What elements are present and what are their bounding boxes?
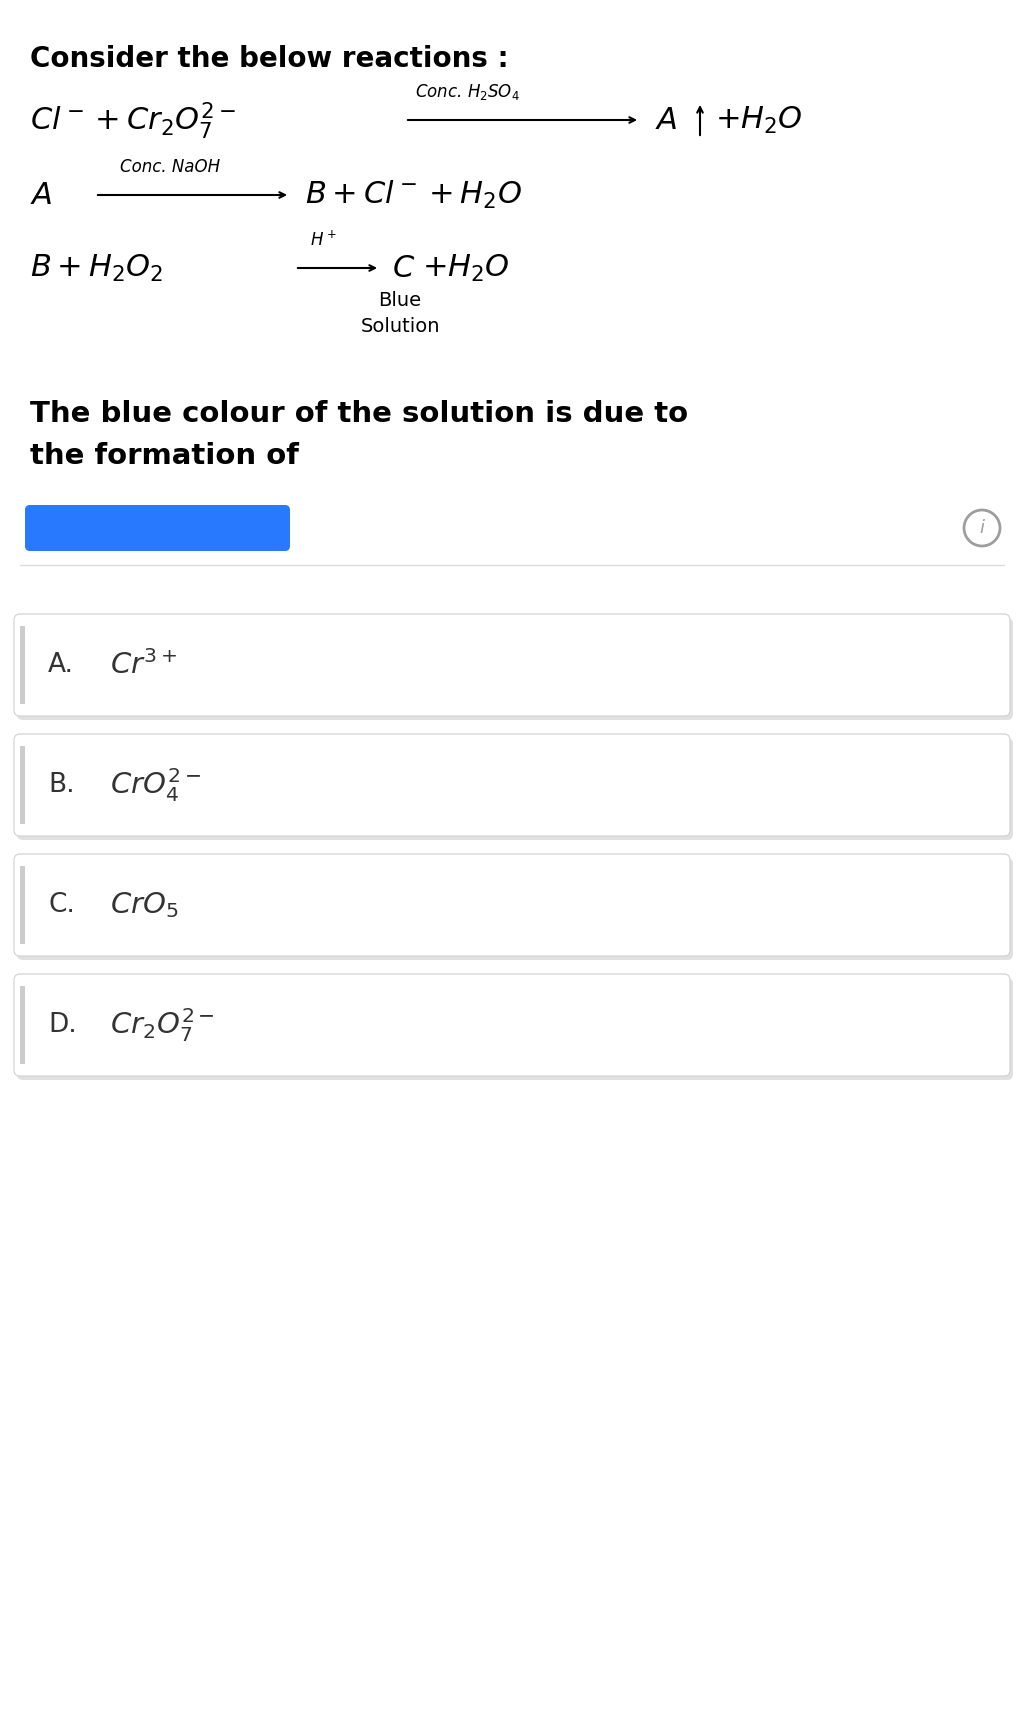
FancyBboxPatch shape <box>20 866 25 944</box>
Text: Conc. NaOH: Conc. NaOH <box>120 158 220 177</box>
Text: $Cr^{3+}$: $Cr^{3+}$ <box>110 650 177 680</box>
FancyBboxPatch shape <box>14 734 1010 836</box>
Text: $B + Cl^- + H_2O$: $B + Cl^- + H_2O$ <box>305 178 522 211</box>
Text: $C$: $C$ <box>392 254 415 283</box>
FancyBboxPatch shape <box>25 506 290 550</box>
Text: $CrO_5$: $CrO_5$ <box>110 890 178 920</box>
Text: Only one correct answer: Only one correct answer <box>52 521 262 535</box>
Text: the formation of: the formation of <box>30 442 299 470</box>
FancyBboxPatch shape <box>14 854 1010 956</box>
Text: B.: B. <box>48 771 75 799</box>
Text: $H^+$: $H^+$ <box>310 230 337 250</box>
Text: $B + H_2O_2$: $B + H_2O_2$ <box>30 252 163 283</box>
FancyBboxPatch shape <box>20 746 25 824</box>
FancyBboxPatch shape <box>20 986 25 1064</box>
Text: $Cl^- + Cr_2O_7^{2-}$: $Cl^- + Cr_2O_7^{2-}$ <box>30 99 237 141</box>
Text: Consider the below reactions :: Consider the below reactions : <box>30 45 509 74</box>
Text: Solution: Solution <box>360 317 439 336</box>
Text: $+  H_2O$: $+ H_2O$ <box>422 252 510 283</box>
Text: A.: A. <box>48 651 74 679</box>
FancyBboxPatch shape <box>17 619 1013 720</box>
FancyBboxPatch shape <box>14 974 1010 1076</box>
Text: $A$: $A$ <box>655 106 678 134</box>
Text: D.: D. <box>48 1011 77 1039</box>
Text: i: i <box>980 519 984 536</box>
FancyBboxPatch shape <box>17 739 1013 840</box>
Text: $+ H_2O$: $+ H_2O$ <box>715 105 803 135</box>
Text: $Cr_2O_7^{2-}$: $Cr_2O_7^{2-}$ <box>110 1006 215 1044</box>
Text: $CrO_4^{2-}$: $CrO_4^{2-}$ <box>110 766 201 804</box>
Text: The blue colour of the solution is due to: The blue colour of the solution is due t… <box>30 399 688 428</box>
FancyBboxPatch shape <box>14 614 1010 716</box>
Text: $A$: $A$ <box>30 180 52 209</box>
FancyBboxPatch shape <box>17 859 1013 960</box>
FancyBboxPatch shape <box>17 979 1013 1080</box>
Text: Conc. $H_2SO_4$: Conc. $H_2SO_4$ <box>415 82 520 103</box>
Text: C.: C. <box>48 891 75 919</box>
FancyBboxPatch shape <box>20 626 25 704</box>
Text: Blue: Blue <box>379 290 422 310</box>
